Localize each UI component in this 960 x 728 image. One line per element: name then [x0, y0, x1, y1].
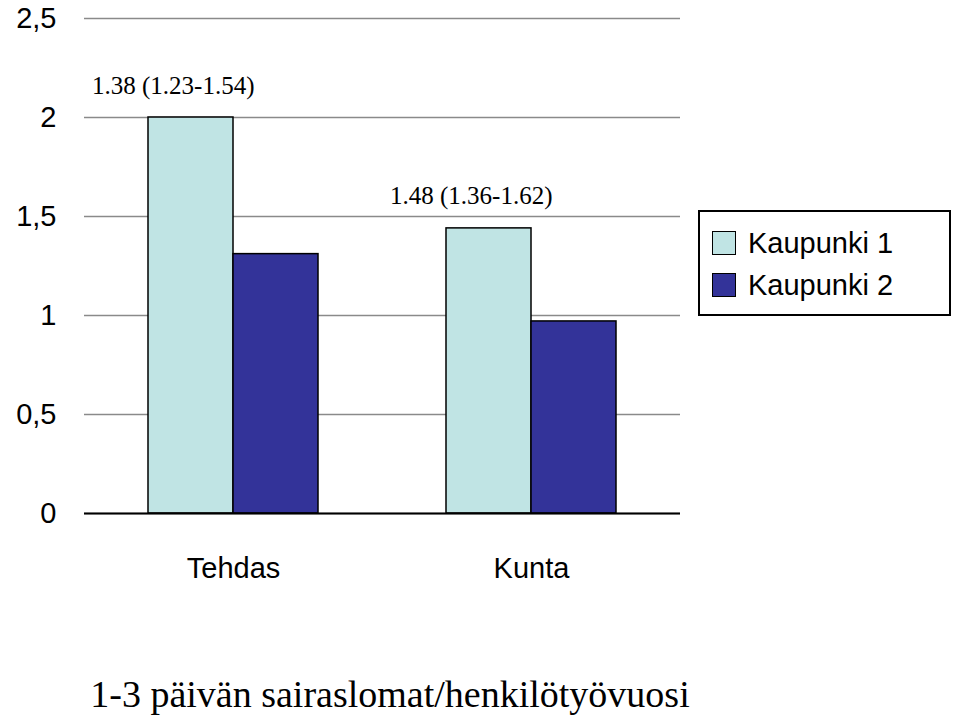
svg-text:Kunta: Kunta	[494, 552, 571, 584]
html-text:Kaupunki 2: Kaupunki 2	[748, 268, 894, 301]
svg-text:0: 0	[40, 497, 56, 529]
svg-text:0,5: 0,5	[16, 398, 56, 430]
html-text:1-3 päivän sairaslomat/henkilö: 1-3 päivän sairaslomat/henkilötyövuosi	[90, 673, 690, 715]
svg-text:1: 1	[40, 299, 56, 331]
svg-text:1,5: 1,5	[16, 200, 56, 232]
svg-text:2,5: 2,5	[16, 2, 56, 34]
html-text:Kaupunki 1: Kaupunki 1	[748, 226, 894, 259]
svg-text:1.48 (1.36-1.62): 1.48 (1.36-1.62)	[390, 182, 552, 210]
svg-text:Tehdas: Tehdas	[187, 552, 281, 584]
svg-text:1.38 (1.23-1.54): 1.38 (1.23-1.54)	[92, 72, 254, 100]
svg-text:2: 2	[40, 101, 56, 133]
